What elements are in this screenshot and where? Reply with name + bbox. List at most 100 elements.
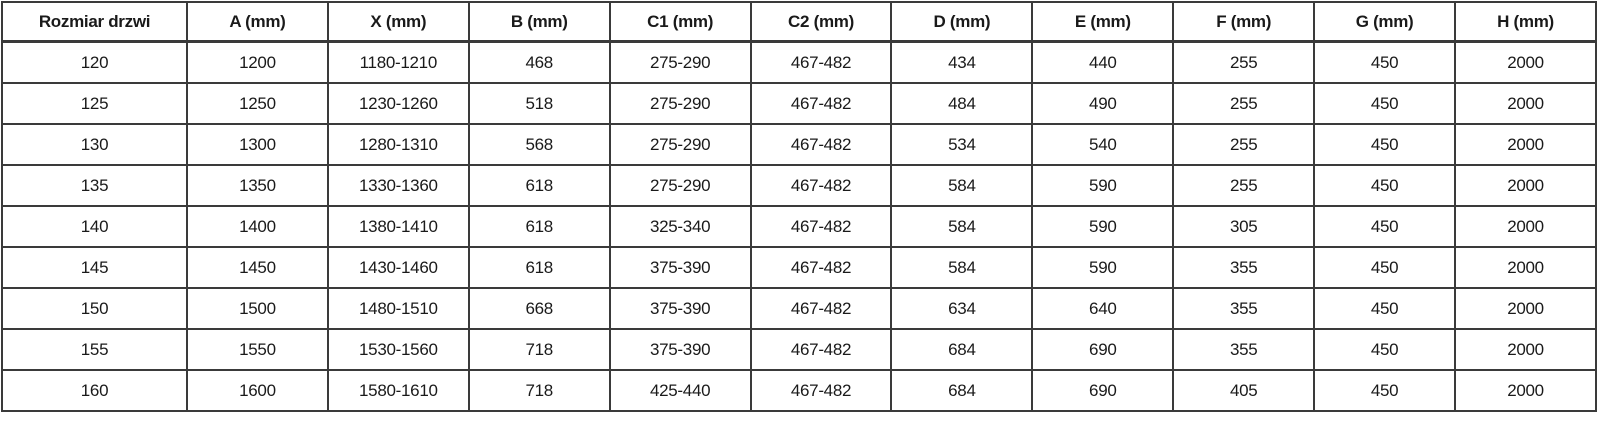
table-cell: 467-482 xyxy=(749,164,893,207)
table-cell: 2000 xyxy=(1454,328,1597,371)
table-cell: 450 xyxy=(1313,205,1457,248)
table-cell: 145 xyxy=(1,246,188,289)
table-cell: 355 xyxy=(1172,246,1316,289)
table-cell: 1480-1510 xyxy=(326,287,470,330)
table-cell: 255 xyxy=(1172,164,1316,207)
column-header: B (mm) xyxy=(467,1,611,43)
table-cell: 275-290 xyxy=(608,123,752,166)
door-dimensions-table: Rozmiar drzwi A (mm) X (mm) B (mm) C1 (mm) C2… xyxy=(1,1,1597,412)
table-cell: 450 xyxy=(1313,164,1457,207)
table-row: 155 1550 1530-1560 718 375-390 467-482 684 690 3… xyxy=(1,328,1597,371)
table-cell: 2000 xyxy=(1454,123,1597,166)
table-cell: 2000 xyxy=(1454,40,1597,84)
table-cell: 255 xyxy=(1172,82,1316,125)
table-cell: 1300 xyxy=(186,123,329,166)
table-cell: 467-482 xyxy=(749,40,893,84)
column-header: Rozmiar drzwi xyxy=(1,1,188,43)
table-cell: 568 xyxy=(467,123,611,166)
table-cell: 255 xyxy=(1172,123,1316,166)
table-cell: 450 xyxy=(1313,328,1457,371)
column-header: F (mm) xyxy=(1172,1,1316,43)
table-cell: 1530-1560 xyxy=(326,328,470,371)
table-cell: 450 xyxy=(1313,123,1457,166)
table-header-row: Rozmiar drzwi A (mm) X (mm) B (mm) C1 (mm) C2… xyxy=(1,1,1597,43)
table-cell: 155 xyxy=(1,328,188,371)
table-cell: 618 xyxy=(467,164,611,207)
table-row: 160 1600 1580-1610 718 425-440 467-482 684 690 4… xyxy=(1,369,1597,412)
table-cell: 718 xyxy=(467,328,611,371)
table-cell: 584 xyxy=(890,205,1034,248)
table-cell: 640 xyxy=(1031,287,1175,330)
table-cell: 690 xyxy=(1031,328,1175,371)
table-cell: 584 xyxy=(890,164,1034,207)
column-header: H (mm) xyxy=(1454,1,1597,43)
table-cell: 534 xyxy=(890,123,1034,166)
table-cell: 1250 xyxy=(186,82,329,125)
table-cell: 590 xyxy=(1031,164,1175,207)
table-cell: 684 xyxy=(890,369,1034,412)
table-cell: 2000 xyxy=(1454,82,1597,125)
table-cell: 375-390 xyxy=(608,287,752,330)
table-cell: 1600 xyxy=(186,369,329,412)
table-cell: 120 xyxy=(1,40,188,84)
table-row: 125 1250 1230-1260 518 275-290 467-482 484 490 2… xyxy=(1,82,1597,125)
column-header: C2 (mm) xyxy=(749,1,893,43)
table-row: 140 1400 1380-1410 618 325-340 467-482 584 590 3… xyxy=(1,205,1597,248)
table-row: 150 1500 1480-1510 668 375-390 467-482 634 640 3… xyxy=(1,287,1597,330)
table-cell: 405 xyxy=(1172,369,1316,412)
table-cell: 2000 xyxy=(1454,246,1597,289)
table-cell: 467-482 xyxy=(749,205,893,248)
table-cell: 1430-1460 xyxy=(326,246,470,289)
table-cell: 467-482 xyxy=(749,123,893,166)
table-cell: 618 xyxy=(467,246,611,289)
table-row: 130 1300 1280-1310 568 275-290 467-482 534 540 2… xyxy=(1,123,1597,166)
table-cell: 467-482 xyxy=(749,369,893,412)
table-cell: 690 xyxy=(1031,369,1175,412)
table-cell: 355 xyxy=(1172,328,1316,371)
table-cell: 450 xyxy=(1313,40,1457,84)
table-cell: 150 xyxy=(1,287,188,330)
table-cell: 140 xyxy=(1,205,188,248)
table-cell: 1500 xyxy=(186,287,329,330)
column-header: G (mm) xyxy=(1313,1,1457,43)
table-cell: 1550 xyxy=(186,328,329,371)
table-cell: 275-290 xyxy=(608,82,752,125)
table-cell: 160 xyxy=(1,369,188,412)
table-cell: 634 xyxy=(890,287,1034,330)
table-cell: 450 xyxy=(1313,246,1457,289)
column-header: X (mm) xyxy=(326,1,470,43)
table-cell: 450 xyxy=(1313,82,1457,125)
table-cell: 618 xyxy=(467,205,611,248)
table-row: 120 1200 1180-1210 468 275-290 467-482 434 440 2… xyxy=(1,40,1597,84)
table-cell: 1330-1360 xyxy=(326,164,470,207)
table-cell: 1580-1610 xyxy=(326,369,470,412)
table-cell: 490 xyxy=(1031,82,1175,125)
table-cell: 468 xyxy=(467,40,611,84)
table-cell: 450 xyxy=(1313,369,1457,412)
table-cell: 584 xyxy=(890,246,1034,289)
table-cell: 375-390 xyxy=(608,246,752,289)
table-cell: 440 xyxy=(1031,40,1175,84)
table-cell: 425-440 xyxy=(608,369,752,412)
table-cell: 1400 xyxy=(186,205,329,248)
table-cell: 684 xyxy=(890,328,1034,371)
table-cell: 467-482 xyxy=(749,328,893,371)
table-cell: 540 xyxy=(1031,123,1175,166)
table-cell: 518 xyxy=(467,82,611,125)
table-row: 135 1350 1330-1360 618 275-290 467-482 584 590 2… xyxy=(1,164,1597,207)
table-cell: 590 xyxy=(1031,246,1175,289)
table-row: 145 1450 1430-1460 618 375-390 467-482 584 590 3… xyxy=(1,246,1597,289)
table-cell: 1200 xyxy=(186,40,329,84)
table-cell: 325-340 xyxy=(608,205,752,248)
table-cell: 305 xyxy=(1172,205,1316,248)
table-cell: 2000 xyxy=(1454,287,1597,330)
table-cell: 125 xyxy=(1,82,188,125)
table-cell: 275-290 xyxy=(608,164,752,207)
table-cell: 275-290 xyxy=(608,40,752,84)
column-header: E (mm) xyxy=(1031,1,1175,43)
column-header: D (mm) xyxy=(890,1,1034,43)
table-cell: 467-482 xyxy=(749,82,893,125)
table-cell: 2000 xyxy=(1454,205,1597,248)
table-cell: 467-482 xyxy=(749,246,893,289)
